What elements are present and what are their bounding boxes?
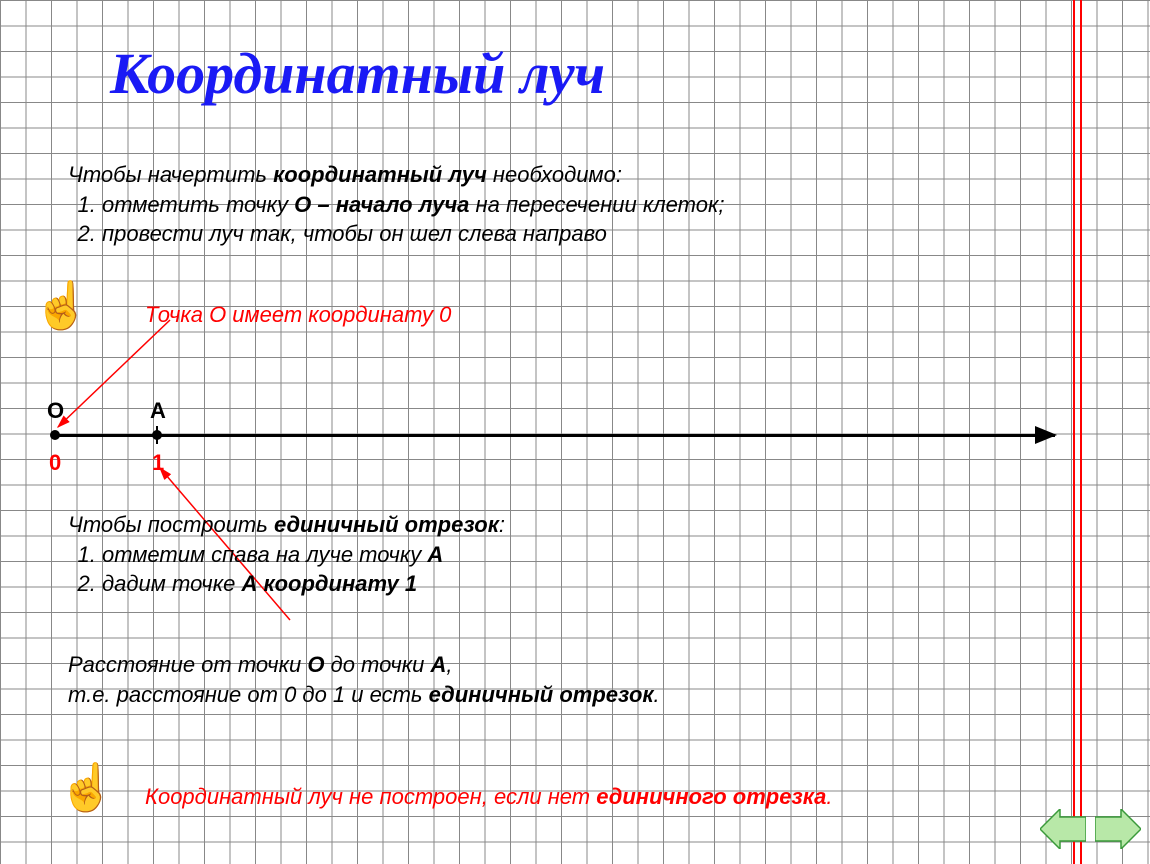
t: единичного отрезка [596, 784, 826, 809]
t: А [427, 542, 443, 567]
t: А координату 1 [241, 571, 417, 596]
t: . [826, 784, 832, 809]
next-button[interactable] [1095, 809, 1141, 849]
point-value-0: 0 [49, 450, 61, 476]
pointing-hand-icon: ☝ [33, 278, 90, 333]
t: Чтобы начертить [68, 162, 273, 187]
prev-button[interactable] [1040, 809, 1086, 849]
t: О [307, 652, 324, 677]
t: единичный отрезок [274, 512, 499, 537]
t: координатный луч [273, 162, 487, 187]
list-item: дадим точке А координату 1 [102, 569, 505, 599]
t: О – начало луча [294, 192, 469, 217]
t: А [431, 652, 447, 677]
margin-line-1 [1073, 0, 1075, 864]
t: т.е. расстояние от 0 до 1 и есть [68, 682, 429, 707]
page-title: Координатный луч [110, 40, 605, 107]
t: : [499, 512, 505, 537]
note-2-text: Координатный луч не построен, если нет е… [145, 782, 832, 812]
t: отметим спава на луче точку [102, 542, 427, 567]
instructions-block-1: Чтобы начертить координатный луч необход… [68, 160, 724, 249]
t: Расстояние от точки [68, 652, 307, 677]
coordinate-ray [55, 434, 1055, 437]
grid-background [0, 0, 1150, 864]
t: Координатный луч не построен, если нет [145, 784, 596, 809]
t: отметить точку [102, 192, 294, 217]
point-label-A: А [150, 398, 166, 424]
list-item: провести луч так, чтобы он шел слева нап… [102, 219, 724, 249]
instructions-block-2: Чтобы построить единичный отрезок: отмет… [68, 510, 505, 599]
intro-line: Чтобы построить единичный отрезок: [68, 510, 505, 540]
margin-line-2 [1080, 0, 1082, 864]
t: Чтобы построить [68, 512, 274, 537]
list-item: отметим спава на луче точку А [102, 540, 505, 570]
intro-line: Чтобы начертить координатный луч необход… [68, 160, 724, 190]
t: до точки [324, 652, 430, 677]
t: необходимо: [487, 162, 622, 187]
point-label-O: О [47, 398, 64, 424]
list-item: отметить точку О – начало луча на пересе… [102, 190, 724, 220]
t: . [654, 682, 660, 707]
definition-block: Расстояние от точки О до точки А, т.е. р… [68, 650, 660, 709]
line: т.е. расстояние от 0 до 1 и есть единичн… [68, 680, 660, 710]
t: дадим точке [102, 571, 241, 596]
point-value-1: 1 [152, 450, 164, 476]
t: единичный отрезок [429, 682, 654, 707]
point-O [50, 430, 60, 440]
note-1-text: Точка О имеет координату 0 [145, 300, 451, 330]
t: , [446, 652, 452, 677]
line: Расстояние от точки О до точки А, [68, 650, 660, 680]
point-A [152, 430, 162, 440]
pointing-hand-icon: ☝ [58, 760, 115, 815]
t: на пересечении клеток; [469, 192, 724, 217]
